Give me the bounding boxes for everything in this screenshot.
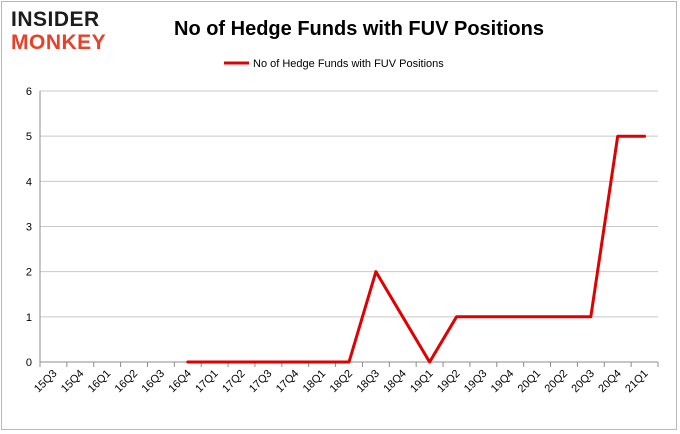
y-tick-label-6: 6 <box>26 86 32 98</box>
y-tick-label-5: 5 <box>26 131 32 143</box>
x-tick-label-20Q1: 20Q1 <box>516 368 544 396</box>
chart-title: No of Hedge Funds with FUV Positions <box>174 18 544 40</box>
logo-line-bottom: MONKEY <box>11 31 107 54</box>
series-line-0 <box>186 134 647 364</box>
x-tick-label-18Q2: 18Q2 <box>328 368 356 396</box>
x-tick-label-15Q3: 15Q3 <box>32 368 60 396</box>
y-tick-label-1: 1 <box>26 312 32 324</box>
x-tick-label-15Q4: 15Q4 <box>59 368 87 396</box>
legend-label-0: No of Hedge Funds with FUV Positions <box>253 58 444 70</box>
x-tick-label-17Q4: 17Q4 <box>274 368 302 396</box>
y-tick-label-2: 2 <box>26 267 32 279</box>
x-tick-label-20Q3: 20Q3 <box>569 368 597 396</box>
x-tick-label-21Q1: 21Q1 <box>623 368 651 396</box>
x-tick-label-17Q1: 17Q1 <box>193 368 221 396</box>
x-tick-label-18Q1: 18Q1 <box>301 368 329 396</box>
x-tick-label-19Q1: 19Q1 <box>408 368 436 396</box>
insider-monkey-logo: INSIDER MONKEY <box>11 9 106 53</box>
x-tick-label-18Q4: 18Q4 <box>381 368 409 396</box>
logo-line-top: INSIDER <box>11 8 100 31</box>
x-tick-label-16Q1: 16Q1 <box>86 368 114 396</box>
y-tick-label-4: 4 <box>26 176 32 188</box>
x-tick-label-16Q2: 16Q2 <box>113 368 141 396</box>
x-tick-label-20Q2: 20Q2 <box>543 368 571 396</box>
y-tick-label-0: 0 <box>26 357 32 369</box>
x-tick-label-17Q3: 17Q3 <box>247 368 275 396</box>
x-tick-label-19Q4: 19Q4 <box>489 368 517 396</box>
x-tick-label-16Q3: 16Q3 <box>140 368 168 396</box>
x-tick-label-16Q4: 16Q4 <box>166 368 194 396</box>
y-tick-label-3: 3 <box>26 222 32 234</box>
x-tick-label-20Q4: 20Q4 <box>596 368 624 396</box>
x-tick-label-17Q2: 17Q2 <box>220 368 248 396</box>
x-tick-label-18Q3: 18Q3 <box>354 368 382 396</box>
x-tick-label-19Q3: 19Q3 <box>462 368 490 396</box>
x-tick-label-19Q2: 19Q2 <box>435 368 463 396</box>
